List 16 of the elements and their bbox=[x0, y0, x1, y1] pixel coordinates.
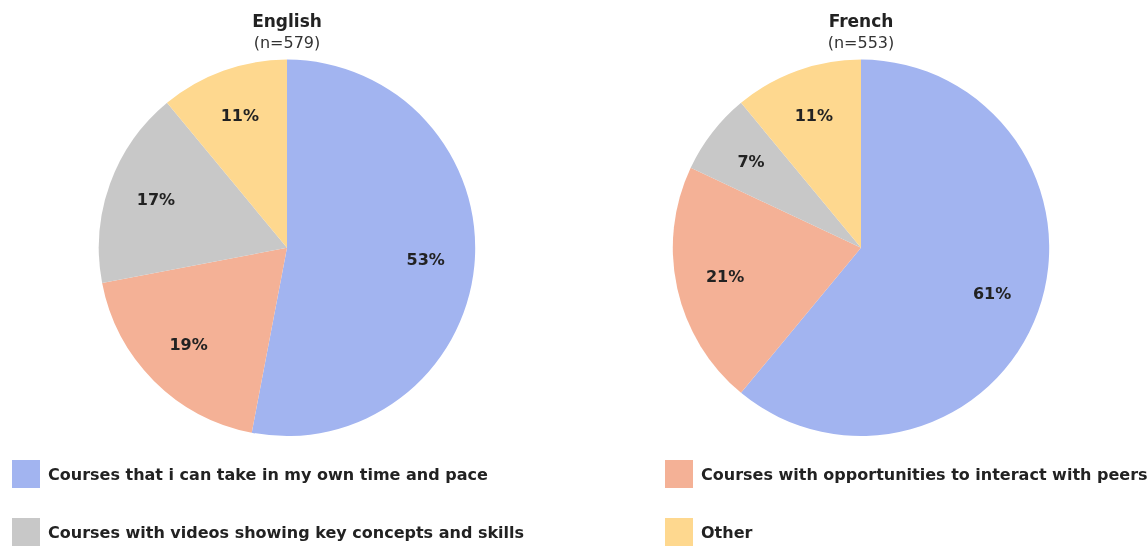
legend-label: Courses that i can take in my own time and pace bbox=[48, 464, 488, 484]
chart-title: French bbox=[828, 10, 894, 31]
legend-label: Courses with opportunities to interact with peers bbox=[701, 464, 1148, 484]
data-label: 17% bbox=[136, 189, 176, 209]
data-label: 19% bbox=[169, 335, 208, 355]
chart-subtitle: (n=553) bbox=[827, 33, 895, 53]
data-label: 53% bbox=[406, 250, 445, 270]
data-label: 11% bbox=[220, 105, 259, 125]
data-label: 61% bbox=[972, 284, 1012, 304]
legend-label: Other bbox=[701, 522, 753, 542]
legend-label: Courses with videos showing key concepts and skills bbox=[48, 522, 525, 542]
data-label: 21% bbox=[705, 267, 745, 287]
chart-title: English bbox=[252, 10, 322, 31]
data-label: 7% bbox=[737, 151, 765, 171]
chart-subtitle: (n=579) bbox=[253, 33, 321, 53]
data-label: 11% bbox=[794, 105, 833, 125]
